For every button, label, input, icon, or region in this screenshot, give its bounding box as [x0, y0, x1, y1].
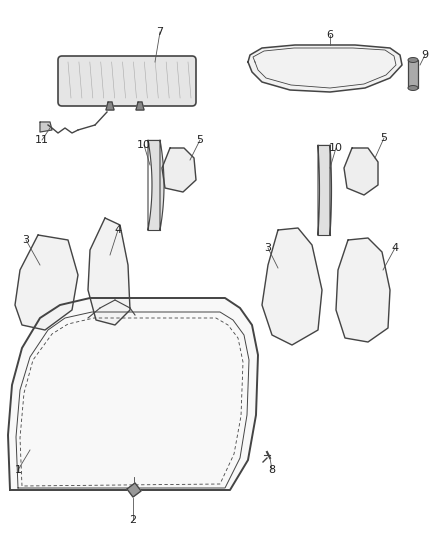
Polygon shape	[127, 483, 141, 497]
Text: 6: 6	[326, 30, 333, 40]
Text: 3: 3	[22, 235, 29, 245]
Text: 10: 10	[329, 143, 343, 153]
Text: 8: 8	[268, 465, 276, 475]
FancyBboxPatch shape	[58, 56, 196, 106]
Polygon shape	[318, 145, 332, 235]
Text: 5: 5	[197, 135, 204, 145]
Text: 10: 10	[137, 140, 151, 150]
Text: 9: 9	[421, 50, 428, 60]
Ellipse shape	[408, 85, 418, 91]
Text: 4: 4	[392, 243, 399, 253]
Polygon shape	[162, 148, 196, 192]
Text: 3: 3	[265, 243, 272, 253]
Polygon shape	[336, 238, 390, 342]
Polygon shape	[15, 235, 78, 330]
Polygon shape	[88, 218, 130, 325]
Ellipse shape	[408, 58, 418, 62]
Text: 11: 11	[35, 135, 49, 145]
Text: 5: 5	[381, 133, 388, 143]
Text: 4: 4	[114, 225, 122, 235]
Polygon shape	[8, 298, 258, 490]
Text: 1: 1	[14, 465, 21, 475]
Text: 2: 2	[130, 515, 137, 525]
Polygon shape	[262, 228, 322, 345]
Polygon shape	[106, 102, 114, 110]
Polygon shape	[344, 148, 378, 195]
Polygon shape	[136, 102, 144, 110]
Polygon shape	[248, 45, 402, 92]
Text: 7: 7	[156, 27, 163, 37]
Polygon shape	[148, 140, 164, 230]
Polygon shape	[40, 122, 52, 132]
Bar	[408, 60, 418, 88]
